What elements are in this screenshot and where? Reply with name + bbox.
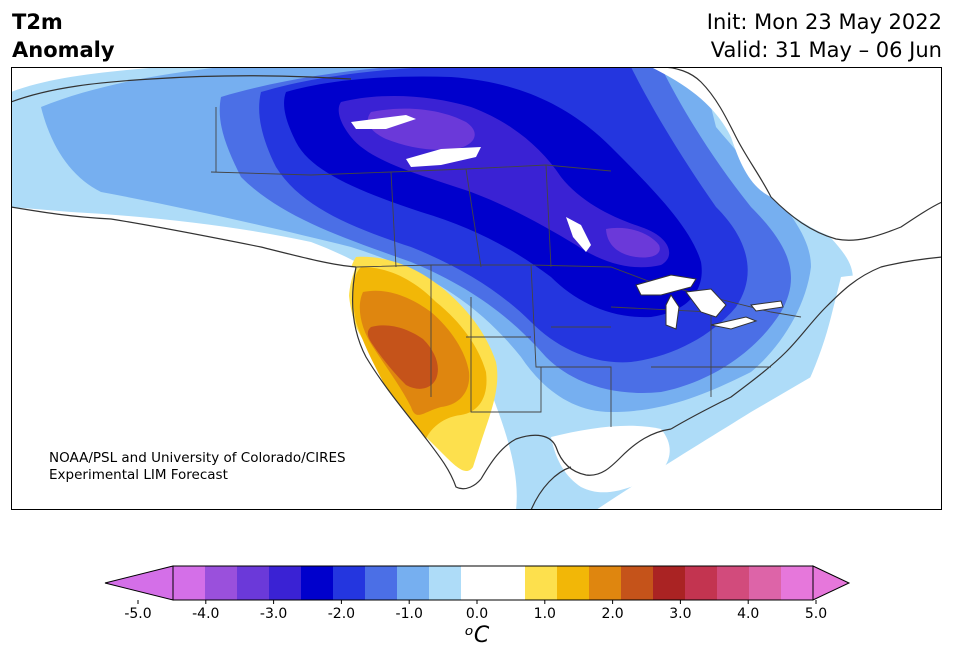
colorbar-segment [173, 566, 206, 600]
lake-great-slave [351, 115, 416, 129]
colorbar-segment [557, 566, 590, 600]
colorbar-segment [525, 566, 558, 600]
credit-text: NOAA/PSL and University of Colorado/CIRE… [49, 450, 346, 484]
colorbar-segment [461, 566, 494, 600]
valid-date: Valid: 31 May – 06 Jun [710, 38, 942, 62]
colorbar-extend-high [812, 565, 851, 601]
colorbar-segment [269, 566, 302, 600]
colorbar-tick-label: 4.0 [737, 606, 759, 622]
pacific-water [11, 217, 466, 510]
atlantic-water [711, 272, 942, 510]
title-variable: T2m [12, 10, 63, 34]
colorbar-segment [301, 566, 334, 600]
colorbar-segment [429, 566, 462, 600]
colorbar-segment [717, 566, 750, 600]
great-lakes [635, 274, 784, 330]
anomaly-region-minus-3.5-east [606, 227, 660, 258]
colorbar-segment [397, 566, 430, 600]
colorbar-tick-label: -3.0 [260, 606, 287, 622]
lake-athabasca [406, 147, 481, 167]
colorbar-tick-label: -4.0 [192, 606, 219, 622]
colorbar-tick-label: -2.0 [328, 606, 355, 622]
coastlines [11, 67, 942, 510]
lake-winnipeg [566, 217, 591, 252]
colorbar-segment [589, 566, 622, 600]
colorbar-segment [781, 566, 814, 600]
colorbar-segment [237, 566, 270, 600]
colorbar: -5.0 -4.0 -3.0 -2.0 -1.0 0.0 1.0 2.0 3.0 4.0 5.0 ᵒC [104, 565, 851, 648]
anomaly-map [11, 67, 942, 510]
anomaly-region-plus-2.0 [367, 325, 438, 389]
forecast-dates: Init: Mon 23 May 2022 Valid: 31 May – 06… [707, 8, 942, 64]
colorbar-segment [749, 566, 782, 600]
colorbar-extend-low [104, 565, 174, 601]
colorbar-tick-label: 2.0 [601, 606, 623, 622]
colorbar-tick-label: 0.0 [466, 606, 488, 622]
colorbar-segment [685, 566, 718, 600]
colorbar-border [172, 565, 814, 601]
credit-line-1: NOAA/PSL and University of Colorado/CIRE… [49, 450, 346, 466]
hudson-bay [651, 67, 942, 242]
colorbar-tick-label: -5.0 [124, 606, 151, 622]
colorbar-tick-label: 1.0 [534, 606, 556, 622]
gulf-of-mexico [551, 425, 670, 493]
colorbar-segment [621, 566, 654, 600]
colorbar-segment [653, 566, 686, 600]
colorbar-segment [493, 566, 526, 600]
colorbar-segment [205, 566, 238, 600]
map-title: T2m Anomaly [12, 8, 115, 64]
credit-line-2: Experimental LIM Forecast [49, 467, 228, 483]
colorbar-tick-label: 5.0 [805, 606, 827, 622]
init-date: Init: Mon 23 May 2022 [706, 10, 942, 34]
colorbar-segment [365, 566, 398, 600]
colorbar-unit-label: ᵒC [465, 623, 490, 648]
colorbar-segment [333, 566, 366, 600]
colorbar-tick-label: 3.0 [669, 606, 691, 622]
colorbar-tick-label: -1.0 [396, 606, 423, 622]
title-subtitle: Anomaly [12, 38, 115, 62]
